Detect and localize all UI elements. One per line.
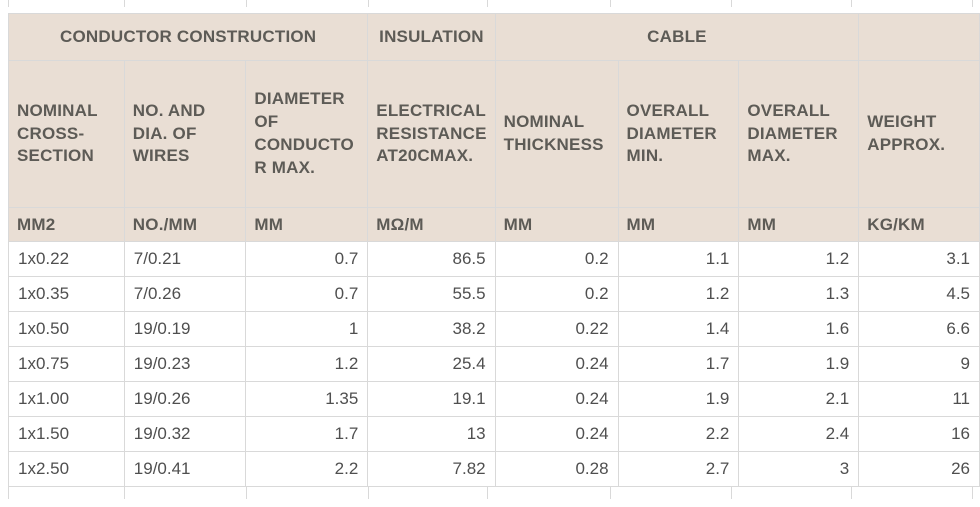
cell-cross-section: 1x0.22 bbox=[8, 241, 125, 277]
cell-conductor-dia: 0.7 bbox=[245, 276, 369, 312]
cell-resistance: 25.4 bbox=[367, 346, 496, 382]
col-header-weight-approx: WEIGHT APPROX. bbox=[858, 60, 980, 208]
cell-wires: 19/0.41 bbox=[123, 451, 247, 487]
cell-resistance: 86.5 bbox=[367, 241, 496, 277]
cell-dia-min: 1.7 bbox=[617, 346, 740, 382]
cell-dia-max: 1.9 bbox=[738, 346, 860, 382]
cell-weight: 26 bbox=[858, 451, 980, 487]
cropped-row bbox=[8, 0, 973, 7]
cell-conductor-dia: 1.2 bbox=[245, 346, 369, 382]
cell-dia-max: 3 bbox=[738, 451, 860, 487]
col-header-no-and-dia-of-wires: NO. AND DIA. OF WIRES bbox=[123, 60, 247, 208]
cell-weight: 4.5 bbox=[858, 276, 980, 312]
cell-wires: 19/0.19 bbox=[123, 311, 247, 347]
group-header-conductor-construction: CONDUCTOR CONSTRUCTION bbox=[7, 13, 369, 61]
column-header-row: NOMINAL CROSS- SECTION NO. AND DIA. OF W… bbox=[8, 60, 980, 208]
cell-wires: 19/0.32 bbox=[123, 416, 247, 452]
col-header-nominal-cross-section: NOMINAL CROSS- SECTION bbox=[8, 60, 125, 208]
unit-mm-dia-max: MM bbox=[738, 207, 860, 242]
cell-dia-min: 1.2 bbox=[617, 276, 740, 312]
cell-cross-section: 1x1.50 bbox=[8, 416, 125, 452]
cell-thickness: 0.28 bbox=[494, 451, 619, 487]
cell-conductor-dia: 2.2 bbox=[245, 451, 369, 487]
unit-mm2: MM2 bbox=[8, 207, 125, 242]
col-header-diameter-of-conductor-max: DIAMETER OF CONDUCTO R MAX. bbox=[245, 60, 369, 208]
table-row: 1x2.50 19/0.41 2.2 7.82 0.28 2.7 3 26 bbox=[8, 451, 980, 487]
cell-conductor-dia: 1.35 bbox=[245, 381, 369, 417]
col-header-overall-diameter-min: OVERALL DIAMETER MIN. bbox=[617, 60, 740, 208]
cable-spec-table: CONDUCTOR CONSTRUCTION INSULATION CABLE … bbox=[7, 13, 980, 487]
cell-dia-max: 2.4 bbox=[738, 416, 860, 452]
group-header-empty bbox=[858, 13, 980, 61]
cell-weight: 3.1 bbox=[858, 241, 980, 277]
cell-resistance: 7.82 bbox=[367, 451, 496, 487]
cell-conductor-dia: 1 bbox=[245, 311, 369, 347]
cropped-row-above bbox=[8, 0, 973, 7]
cell-thickness: 0.24 bbox=[494, 346, 619, 382]
table-row: 1x0.22 7/0.21 0.7 86.5 0.2 1.1 1.2 3.1 bbox=[8, 241, 980, 277]
cell-resistance: 19.1 bbox=[367, 381, 496, 417]
unit-mm-dia-min: MM bbox=[617, 207, 740, 242]
table-row: 1x1.00 19/0.26 1.35 19.1 0.24 1.9 2.1 11 bbox=[8, 381, 980, 417]
cell-thickness: 0.22 bbox=[494, 311, 619, 347]
cropped-row-below bbox=[8, 487, 973, 499]
table-row: 1x1.50 19/0.32 1.7 13 0.24 2.2 2.4 16 bbox=[8, 416, 980, 452]
cell-dia-min: 1.4 bbox=[617, 311, 740, 347]
cell-wires: 7/0.26 bbox=[123, 276, 247, 312]
cell-resistance: 55.5 bbox=[367, 276, 496, 312]
group-header-row: CONDUCTOR CONSTRUCTION INSULATION CABLE bbox=[7, 13, 980, 61]
table-row: 1x0.50 19/0.19 1 38.2 0.22 1.4 1.6 6.6 bbox=[8, 311, 980, 347]
cell-resistance: 38.2 bbox=[367, 311, 496, 347]
unit-mohm-m: MΩ/M bbox=[367, 207, 496, 242]
cell-wires: 7/0.21 bbox=[123, 241, 247, 277]
units-row: MM2 NO./MM MM MΩ/M MM MM MM KG/KM bbox=[8, 207, 980, 242]
cell-dia-min: 2.7 bbox=[617, 451, 740, 487]
col-header-nominal-thickness: NOMINAL THICKNESS bbox=[494, 60, 619, 208]
cell-conductor-dia: 1.7 bbox=[245, 416, 369, 452]
cell-wires: 19/0.23 bbox=[123, 346, 247, 382]
cell-dia-max: 2.1 bbox=[738, 381, 860, 417]
unit-mm-thickness: MM bbox=[494, 207, 619, 242]
cell-wires: 19/0.26 bbox=[123, 381, 247, 417]
unit-kg-km: KG/KM bbox=[858, 207, 980, 242]
cell-dia-min: 1.1 bbox=[617, 241, 740, 277]
cell-cross-section: 1x2.50 bbox=[8, 451, 125, 487]
cell-dia-max: 1.2 bbox=[738, 241, 860, 277]
cell-thickness: 0.24 bbox=[494, 416, 619, 452]
cell-thickness: 0.2 bbox=[494, 276, 619, 312]
group-header-insulation: INSULATION bbox=[367, 13, 496, 61]
group-header-cable: CABLE bbox=[494, 13, 860, 61]
cell-weight: 9 bbox=[858, 346, 980, 382]
cell-conductor-dia: 0.7 bbox=[245, 241, 369, 277]
cell-weight: 16 bbox=[858, 416, 980, 452]
cell-resistance: 13 bbox=[367, 416, 496, 452]
unit-no-mm: NO./MM bbox=[123, 207, 247, 242]
table-row: 1x0.75 19/0.23 1.2 25.4 0.24 1.7 1.9 9 bbox=[8, 346, 980, 382]
unit-mm-conductor: MM bbox=[245, 207, 369, 242]
cell-weight: 6.6 bbox=[858, 311, 980, 347]
cell-cross-section: 1x0.35 bbox=[8, 276, 125, 312]
cell-cross-section: 1x0.50 bbox=[8, 311, 125, 347]
cell-dia-min: 1.9 bbox=[617, 381, 740, 417]
col-header-overall-diameter-max: OVERALL DIAMETER MAX. bbox=[738, 60, 860, 208]
cropped-row bbox=[8, 487, 973, 499]
cell-thickness: 0.24 bbox=[494, 381, 619, 417]
cell-dia-max: 1.3 bbox=[738, 276, 860, 312]
cell-cross-section: 1x1.00 bbox=[8, 381, 125, 417]
cell-dia-min: 2.2 bbox=[617, 416, 740, 452]
cell-thickness: 0.2 bbox=[494, 241, 619, 277]
cell-weight: 11 bbox=[858, 381, 980, 417]
col-header-electrical-resistance: ELECTRICAL RESISTANCE AT20CMAX. bbox=[367, 60, 496, 208]
cell-dia-max: 1.6 bbox=[738, 311, 860, 347]
cell-cross-section: 1x0.75 bbox=[8, 346, 125, 382]
table-row: 1x0.35 7/0.26 0.7 55.5 0.2 1.2 1.3 4.5 bbox=[8, 276, 980, 312]
